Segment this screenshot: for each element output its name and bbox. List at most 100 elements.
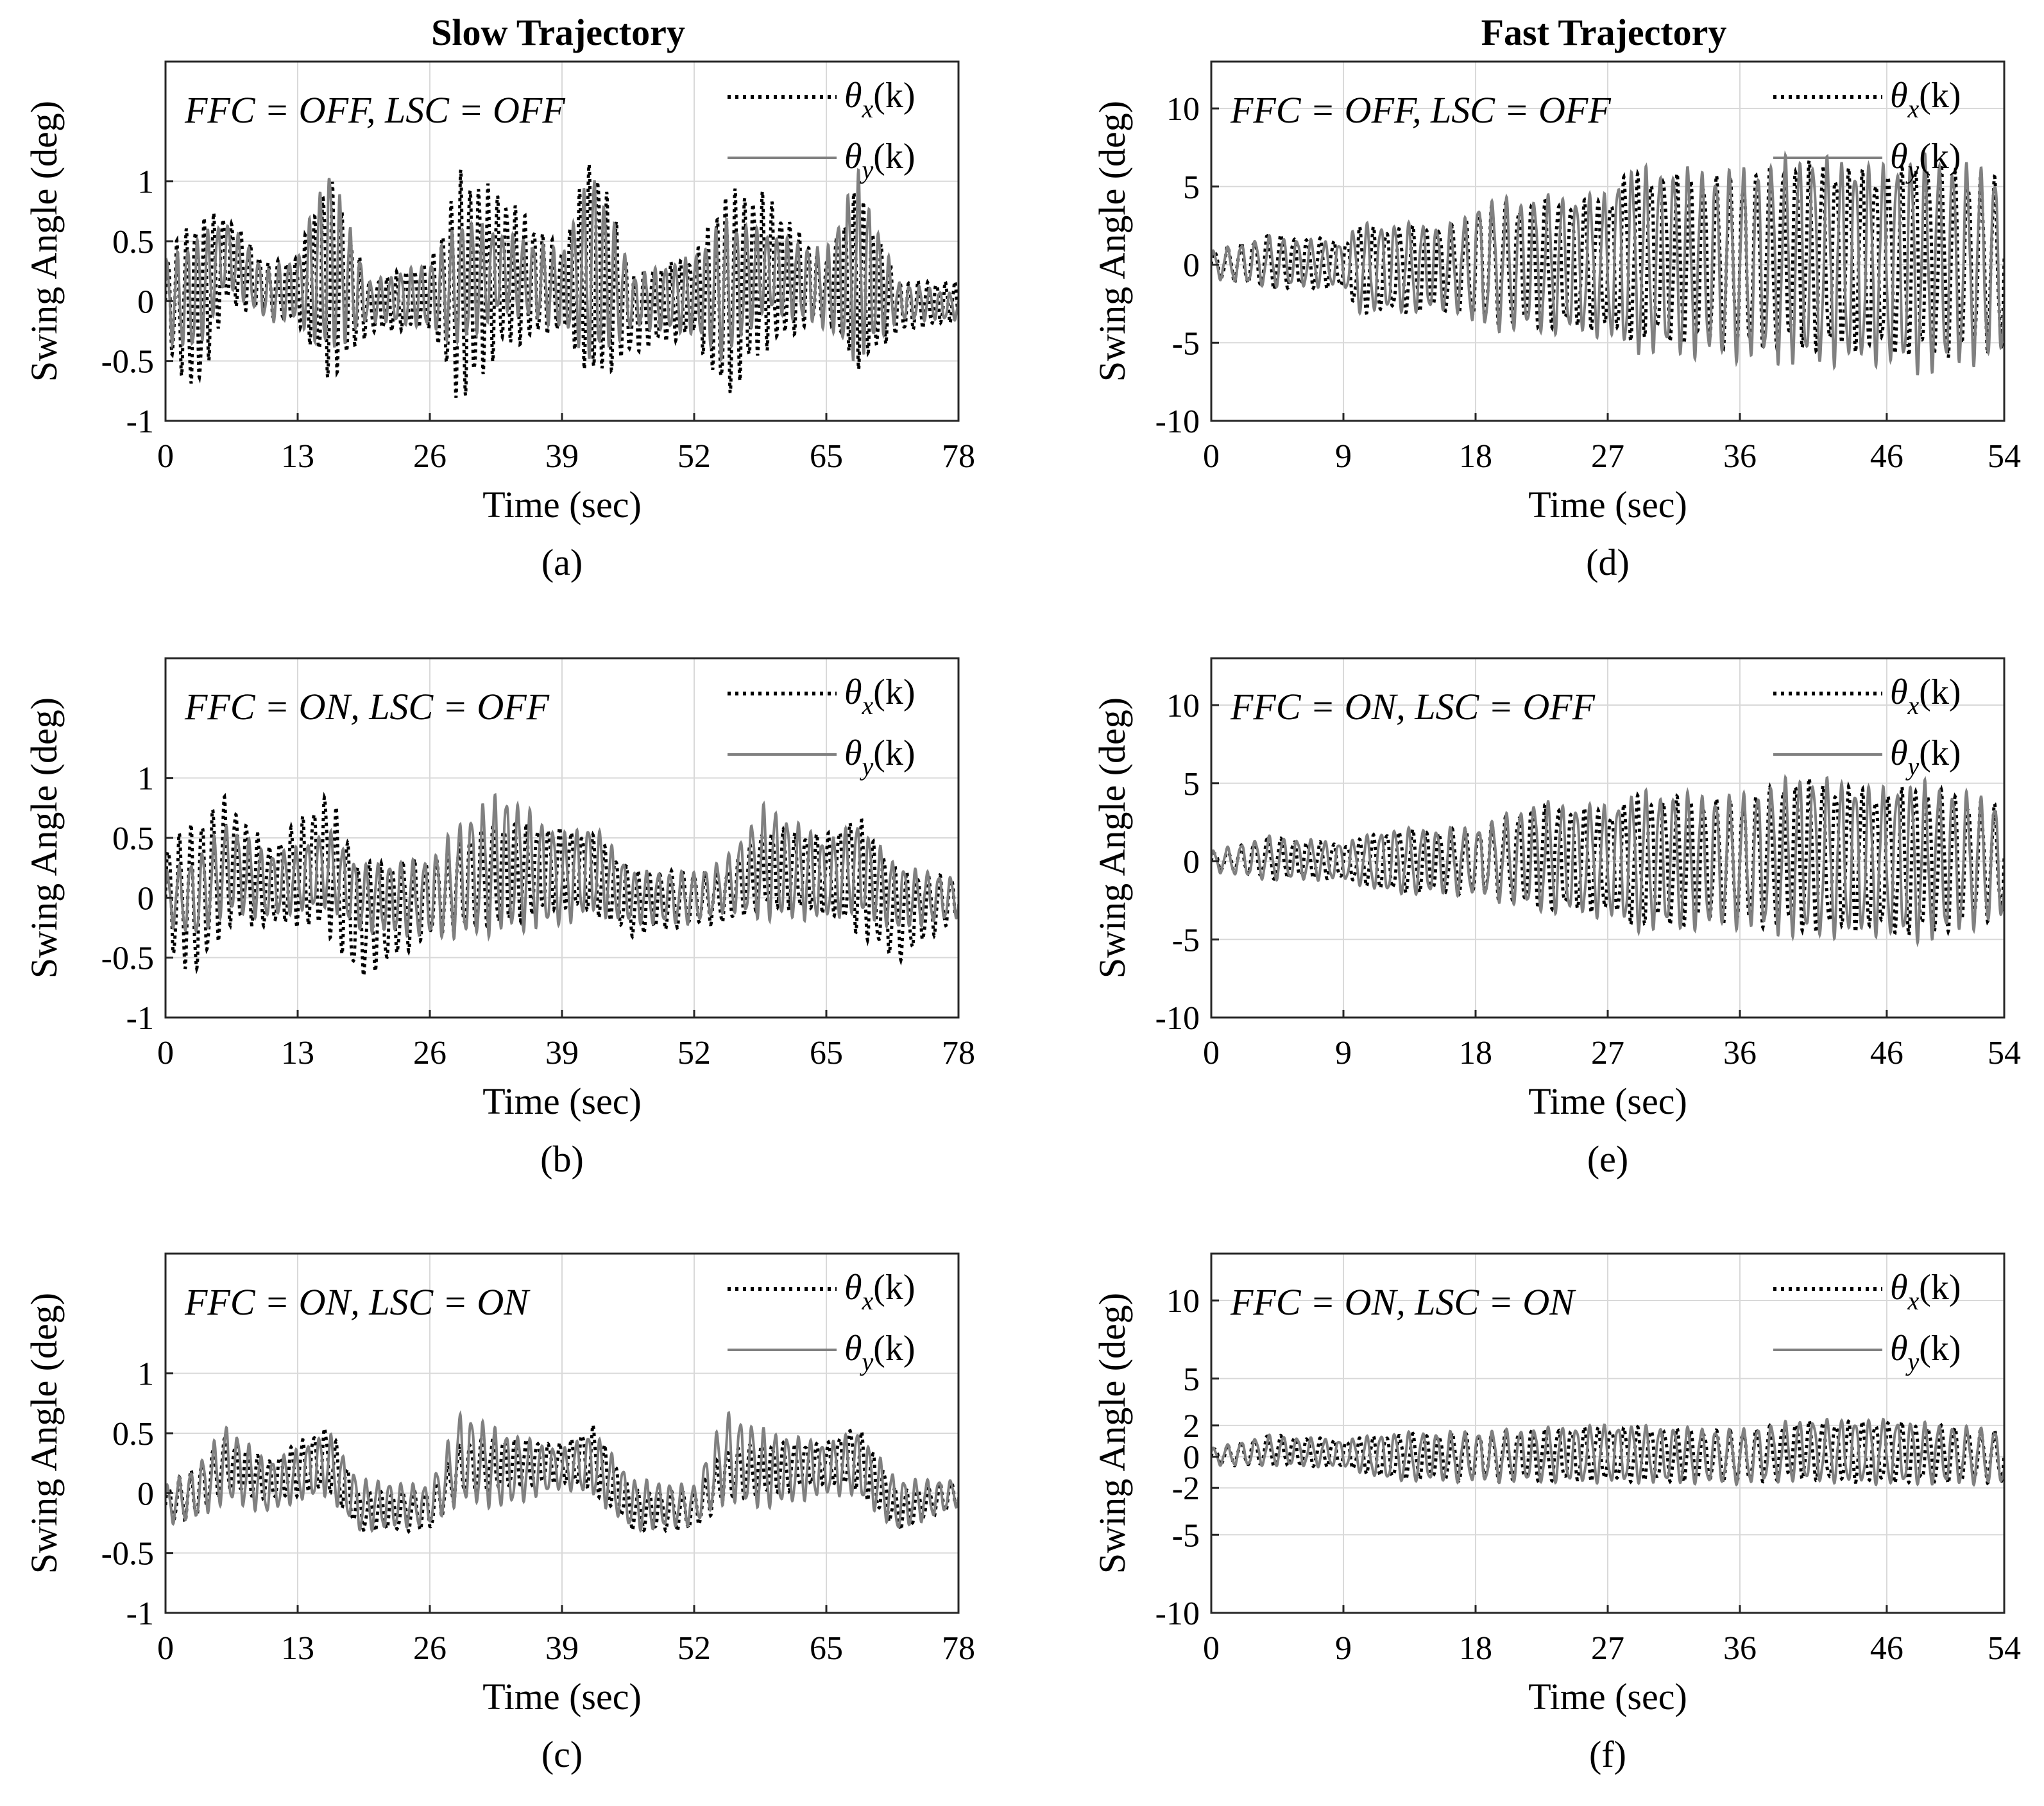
fast-trajectory-title: Fast Trajectory xyxy=(1481,12,1727,53)
condition-annotation: FFC = ON, LSC = ON xyxy=(184,1281,531,1323)
legend-label-x: θx(k) xyxy=(1890,1268,1961,1315)
legend-label-x: θx(k) xyxy=(1890,76,1961,123)
legend-label-y: θy(k) xyxy=(844,1329,916,1376)
x-tick-label: 0 xyxy=(1203,438,1220,475)
x-tick-label: 9 xyxy=(1335,438,1352,475)
legend: θx(k) θy(k) xyxy=(1773,1268,1961,1376)
x-axis-label: Time (sec) xyxy=(482,1080,642,1122)
slow-trajectory-title: Slow Trajectory xyxy=(431,12,685,53)
y-tick-label: -10 xyxy=(1155,1000,1200,1037)
x-tick-label: 0 xyxy=(157,1630,174,1667)
y-tick-label: -0.5 xyxy=(101,941,154,977)
legend: θx(k) θy(k) xyxy=(728,672,916,781)
legend-label-x: θx(k) xyxy=(844,672,916,720)
panel-e: 0 9 18 27 36 46 54 -10 -5 0 5 10 Time (sec) Swing Ang… xyxy=(1091,657,2021,1180)
y-tick-label: 1 xyxy=(137,1356,154,1393)
y-tick-label: -1 xyxy=(126,1000,154,1037)
legend-label-y: θy(k) xyxy=(1890,1329,1961,1376)
condition-annotation: FFC = ON, LSC = OFF xyxy=(184,686,550,728)
x-axis-label: Time (sec) xyxy=(1528,484,1687,525)
y-tick-label: 0 xyxy=(1183,248,1200,284)
y-tick-label: -5 xyxy=(1172,922,1200,958)
y-tick-label: -10 xyxy=(1155,1596,1200,1632)
x-tick-label: 36 xyxy=(1723,1035,1757,1071)
y-tick-label: 0 xyxy=(1183,844,1200,881)
legend-label-y: θy(k) xyxy=(1890,733,1961,781)
x-tick-label: 52 xyxy=(677,438,711,475)
x-tick-label: 9 xyxy=(1335,1035,1352,1071)
condition-annotation: FFC = ON, LSC = OFF xyxy=(1230,686,1596,728)
x-tick-label: 18 xyxy=(1459,438,1492,475)
x-tick-label: 0 xyxy=(1203,1630,1220,1667)
y-tick-label: -1 xyxy=(126,404,154,440)
y-tick-label: 0 xyxy=(1183,1440,1200,1476)
y-tick-label: 0.5 xyxy=(112,821,154,857)
x-tick-label: 26 xyxy=(413,438,447,475)
x-axis-label: Time (sec) xyxy=(1528,1676,1687,1717)
x-tick-label: 36 xyxy=(1723,438,1757,475)
panel-d: 0 9 18 27 36 46 54 -10 -5 0 5 10 Time (sec) Swing Ang… xyxy=(1091,60,2021,583)
y-tick-label: -5 xyxy=(1172,325,1200,362)
legend-label-x: θx(k) xyxy=(844,1268,916,1315)
x-tick-label: 27 xyxy=(1591,438,1624,475)
x-axis-label: Time (sec) xyxy=(482,484,642,525)
legend-label-x: θx(k) xyxy=(844,76,916,123)
x-tick-label: 18 xyxy=(1459,1035,1492,1071)
x-tick-label: 39 xyxy=(545,438,579,475)
x-tick-label: 78 xyxy=(942,1630,975,1667)
y-tick-label: -0.5 xyxy=(101,344,154,380)
x-tick-label: 27 xyxy=(1591,1630,1624,1667)
x-tick-label: 39 xyxy=(545,1035,579,1071)
y-axis-label: Swing Angle (deg) xyxy=(23,1293,65,1574)
panel-a: 0 13 26 39 52 65 78 -1 -0.5 0 0.5 1 Time (sec) Swing … xyxy=(23,60,975,583)
y-tick-label: 10 xyxy=(1166,91,1200,128)
x-tick-label: 78 xyxy=(942,1035,975,1071)
x-tick-label: 0 xyxy=(157,438,174,475)
series-line-theta_y xyxy=(166,792,958,942)
y-axis-label: Swing Angle (deg) xyxy=(1091,697,1133,978)
x-tick-label: 27 xyxy=(1591,1035,1624,1071)
legend-label-y: θy(k) xyxy=(1890,137,1961,184)
panel-label: (c) xyxy=(541,1734,583,1775)
panel-label: (e) xyxy=(1587,1138,1628,1180)
x-axis-label: Time (sec) xyxy=(1528,1080,1687,1122)
x-tick-label: 13 xyxy=(281,1035,314,1071)
panel-label: (f) xyxy=(1589,1734,1626,1775)
x-tick-label: 26 xyxy=(413,1630,447,1667)
x-tick-label: 13 xyxy=(281,438,314,475)
y-tick-label: -1 xyxy=(126,1596,154,1632)
series-line-theta_y xyxy=(1211,774,2004,948)
y-tick-label: 5 xyxy=(1183,1361,1200,1398)
panel-b: 0 13 26 39 52 65 78 -1 -0.5 0 0.5 1 Time (sec) Swing … xyxy=(23,657,975,1180)
y-tick-label: 0 xyxy=(137,880,154,917)
x-tick-label: 18 xyxy=(1459,1630,1492,1667)
y-axis-label: Swing Angle (deg) xyxy=(23,697,65,978)
y-tick-label: 0 xyxy=(137,284,154,320)
legend: θx(k) θy(k) xyxy=(1773,672,1961,781)
panel-label: (a) xyxy=(541,541,583,583)
x-tick-label: 65 xyxy=(810,1630,843,1667)
x-tick-label: 0 xyxy=(157,1035,174,1071)
legend: θx(k) θy(k) xyxy=(1773,76,1961,184)
legend-label-y: θy(k) xyxy=(844,137,916,184)
y-axis-label: Swing Angle (deg) xyxy=(1091,1293,1133,1574)
series-line-theta_y xyxy=(166,1410,958,1533)
x-tick-label: 54 xyxy=(1988,1035,2021,1071)
x-tick-label: 39 xyxy=(545,1630,579,1667)
series-line-theta_y xyxy=(1211,150,2004,376)
legend-label-y: θy(k) xyxy=(844,733,916,781)
series-line-theta_y xyxy=(1211,1417,2004,1487)
x-axis-label: Time (sec) xyxy=(482,1676,642,1717)
y-tick-label: 0 xyxy=(137,1476,154,1512)
condition-annotation: FFC = ON, LSC = ON xyxy=(1230,1281,1576,1323)
x-tick-label: 46 xyxy=(1870,438,1903,475)
y-tick-label: 10 xyxy=(1166,688,1200,724)
y-tick-label: 5 xyxy=(1183,169,1200,206)
y-tick-label: 2 xyxy=(1183,1408,1200,1445)
legend: θx(k) θy(k) xyxy=(728,1268,916,1376)
series-line-theta_y xyxy=(166,167,958,363)
y-tick-label: -2 xyxy=(1172,1470,1200,1507)
panel-c: 0 13 26 39 52 65 78 -1 -0.5 0 0.5 1 Time (sec) Swing … xyxy=(23,1252,975,1775)
y-tick-label: 1 xyxy=(137,164,154,201)
